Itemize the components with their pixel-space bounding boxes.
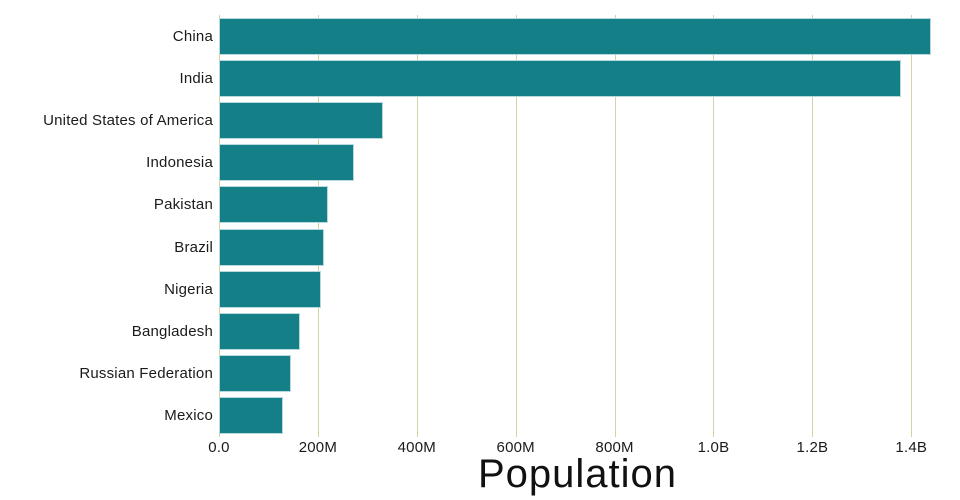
category-label: Mexico: [164, 407, 213, 425]
category-label: India: [179, 69, 213, 87]
category-label-row: Nigeria: [0, 268, 213, 310]
plot-area: [219, 15, 936, 437]
category-label: Nigeria: [164, 280, 213, 298]
bar-row: [219, 226, 936, 268]
x-tick-label: 400M: [397, 439, 436, 456]
x-tick-label: 200M: [298, 439, 338, 456]
bar: [219, 397, 283, 435]
bar-row: [219, 353, 936, 395]
category-label: Russian Federation: [79, 365, 213, 383]
bar: [219, 17, 931, 55]
bar: [219, 228, 325, 266]
category-label-row: Mexico: [0, 395, 213, 437]
x-axis-ticks: 0.0 200M 400M 600M 800M 1.0B 1.2B 1.4B: [208, 439, 936, 459]
category-label-row: Bangladesh: [0, 310, 213, 352]
x-tick-label: 1.0B: [697, 439, 730, 456]
bar-row: [219, 268, 936, 310]
x-tick-label: 0.0: [208, 439, 230, 456]
bar: [219, 355, 292, 393]
bar: [219, 270, 321, 308]
category-label: United States of America: [43, 112, 213, 129]
category-label: Brazil: [174, 238, 213, 256]
bar: [219, 144, 355, 182]
x-tick-label: 600M: [496, 439, 535, 456]
category-labels: China India United States of America Indone…: [0, 15, 213, 437]
bar-row: [219, 184, 936, 226]
category-label-row: United States of America: [0, 99, 213, 141]
bar: [219, 59, 902, 97]
category-label-row: India: [0, 57, 213, 99]
bar-row: [219, 99, 936, 141]
x-tick-label: 1.4B: [895, 439, 928, 456]
category-label: China: [172, 27, 213, 45]
bar: [219, 186, 329, 224]
x-tick-label: 1.2B: [796, 439, 829, 456]
bar: [219, 313, 301, 351]
category-label-row: Brazil: [0, 226, 213, 268]
x-axis-title: Population: [477, 452, 678, 496]
category-label: Bangladesh: [131, 323, 213, 341]
bar-row: [219, 15, 936, 57]
bar-row: [219, 395, 936, 437]
category-label-row: Pakistan: [0, 184, 213, 226]
category-label-row: Russian Federation: [0, 353, 213, 395]
category-label-row: China: [0, 15, 213, 57]
bar-row: [219, 57, 936, 99]
category-label: Pakistan: [153, 196, 213, 214]
x-tick-label: 800M: [595, 439, 634, 456]
bar-row: [219, 142, 936, 184]
category-label: Indonesia: [146, 154, 213, 172]
bar: [219, 102, 383, 139]
category-label-row: Indonesia: [0, 142, 213, 184]
bar-row: [219, 310, 936, 352]
